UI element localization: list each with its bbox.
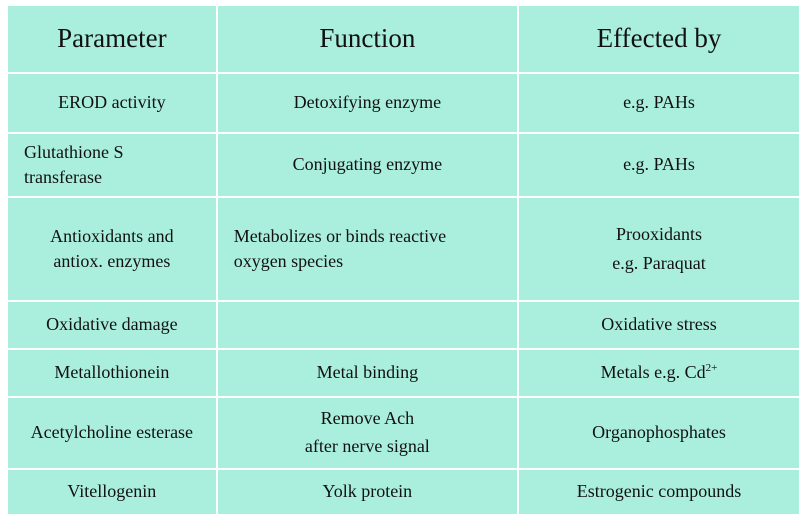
header-row: Parameter Function Effected by — [6, 4, 801, 74]
table-row: Vitellogenin Yolk protein Estrogenic com… — [6, 468, 801, 516]
header-parameter: Parameter — [6, 4, 218, 74]
cell-text: Remove Ach — [320, 408, 415, 429]
cell-text: Oxidative damage — [46, 314, 178, 335]
parameter-cell: Vitellogenin — [6, 468, 218, 516]
effected-by-cell: Prooxidants e.g. Paraquat — [517, 196, 801, 302]
function-cell: Yolk protein — [215, 468, 520, 516]
parameter-cell: Oxidative damage — [6, 300, 218, 350]
cell-text: antiox. enzymes — [53, 251, 171, 271]
cell-text: Prooxidants — [615, 224, 702, 245]
cell-text: Vitellogenin — [67, 481, 157, 502]
cell-text: e.g. Paraquat — [612, 253, 706, 273]
cell-text: Estrogenic compounds — [576, 481, 742, 502]
table-row: Acetylcholine esterase Remove Ach after … — [6, 396, 801, 470]
effected-by-cell: Metals e.g. Cd2+ — [517, 348, 801, 398]
cell-text: Conjugating enzyme — [292, 154, 443, 175]
parameter-cell: EROD activity — [6, 72, 218, 134]
cell-text: Detoxifying enzyme — [293, 92, 442, 113]
cell-text: Yolk protein — [322, 481, 413, 502]
header-effected-by: Effected by — [517, 4, 801, 74]
table-row: EROD activity Detoxifying enzyme e.g. PA… — [6, 72, 801, 134]
cell-text: after nerve signal — [304, 436, 430, 456]
function-cell: Metal binding — [215, 348, 520, 398]
charge-superscript: 2+ — [705, 362, 718, 375]
table-row: Antioxidants and antiox. enzymes Metabol… — [6, 196, 801, 302]
biomarker-table-container: Parameter Function Effected by EROD acti… — [6, 4, 801, 516]
effected-by-cell: e.g. PAHs — [517, 132, 801, 198]
cell-text: Metals e.g. Cd — [600, 362, 706, 383]
cell-text: Metallothionein — [54, 362, 170, 383]
cell-text: Metabolizes or binds reactive — [233, 225, 447, 246]
table-row: Metallothionein Metal binding Metals e.g… — [6, 348, 801, 398]
function-cell — [215, 300, 520, 350]
cell-text: Glutathione S — [24, 141, 124, 162]
effected-by-cell: Oxidative stress — [517, 300, 801, 350]
cell-text: Metal binding — [316, 362, 419, 383]
function-cell: Remove Ach after nerve signal — [215, 396, 520, 470]
parameter-cell: Glutathione S transferase — [6, 132, 218, 198]
cell-text: transferase — [24, 167, 102, 187]
cell-text: EROD activity — [58, 92, 166, 113]
table-row: Oxidative damage Oxidative stress — [6, 300, 801, 350]
function-cell: Detoxifying enzyme — [215, 72, 520, 134]
header-function: Function — [215, 4, 520, 74]
cell-text: Organophosphates — [592, 422, 726, 443]
biomarker-table: Parameter Function Effected by EROD acti… — [6, 4, 801, 516]
parameter-cell: Antioxidants and antiox. enzymes — [6, 196, 218, 302]
cell-text: Antioxidants and — [50, 225, 174, 246]
table-row: Glutathione S transferase Conjugating en… — [6, 132, 801, 198]
parameter-cell: Metallothionein — [6, 348, 218, 398]
function-cell: Metabolizes or binds reactive oxygen spe… — [215, 196, 520, 302]
function-cell: Conjugating enzyme — [215, 132, 520, 198]
effected-by-cell: Organophosphates — [517, 396, 801, 470]
cell-text: e.g. PAHs — [623, 92, 695, 113]
cell-text: e.g. PAHs — [623, 154, 695, 175]
cell-text: Acetylcholine esterase — [30, 422, 194, 443]
cell-text: Oxidative stress — [601, 314, 717, 335]
cell-text: oxygen species — [233, 251, 344, 271]
effected-by-cell: Estrogenic compounds — [517, 468, 801, 516]
effected-by-cell: e.g. PAHs — [517, 72, 801, 134]
parameter-cell: Acetylcholine esterase — [6, 396, 218, 470]
